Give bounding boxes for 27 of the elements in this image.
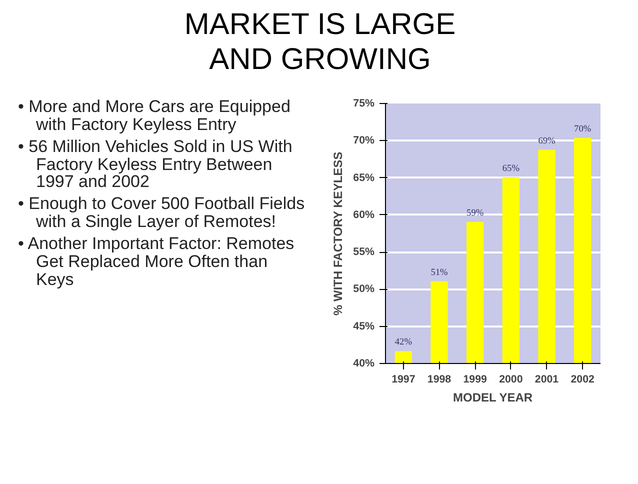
y-tick-label: 50% (353, 283, 376, 296)
y-axis-title: % WITH FACTORY KEYLESS (331, 152, 346, 316)
data-label: 69% (538, 136, 556, 146)
y-tick-label: 65% (353, 172, 376, 184)
x-tick-label: 2000 (499, 374, 523, 386)
chart-title: MARKET IS LARGE AND GROWING (183, 8, 457, 77)
x-tick-label: 1998 (427, 374, 452, 386)
text: • More and More Cars are Equipped with Factory Keyless Entry (18, 97, 292, 134)
x-tick-label: 1999 (463, 374, 488, 386)
data-label: 42% (394, 338, 412, 348)
y-tick-label: 70% (353, 134, 376, 147)
x-tick-label: 2002 (570, 374, 595, 386)
y-tick-label: 40% (353, 358, 376, 370)
y-tick-label: 75% (353, 98, 376, 110)
data-label: 51% (430, 268, 448, 278)
text: • 56 Million Vehicles Sold in US With Factory Keyless Entry Between 1997 and 2002 (18, 136, 294, 192)
x-tick-label: 1997 (392, 374, 416, 386)
data-label: 59% (466, 208, 484, 218)
text: • Another Important Factor: Remotes Get Replaced More Often than Keys (18, 234, 296, 289)
x-axis-title: MODEL YEAR (453, 390, 533, 404)
y-tick-label: 45% (353, 320, 376, 332)
text: • Enough to Cover 500 Football Fields with a Single Layer of Remotes! (18, 194, 306, 232)
x-tick-label: 2001 (534, 374, 559, 386)
y-tick-label: 60% (353, 208, 376, 221)
data-label: 65% (502, 164, 520, 174)
data-label: 70% (574, 124, 592, 134)
y-tick-label: 55% (353, 246, 376, 258)
